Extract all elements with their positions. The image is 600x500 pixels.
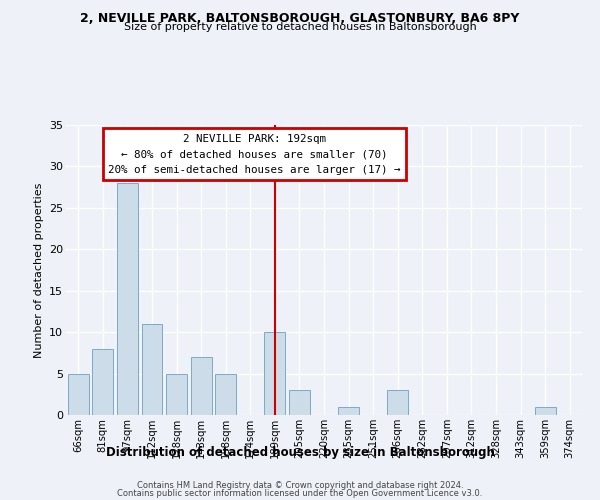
Bar [166, 374, 187, 415]
Bar [92, 348, 113, 415]
Text: Distribution of detached houses by size in Baltonsborough: Distribution of detached houses by size … [106, 446, 494, 459]
Bar [387, 390, 408, 415]
Bar [289, 390, 310, 415]
Text: Contains HM Land Registry data © Crown copyright and database right 2024.: Contains HM Land Registry data © Crown c… [137, 480, 463, 490]
Bar [535, 406, 556, 415]
Bar [265, 332, 286, 415]
Text: 2 NEVILLE PARK: 192sqm
← 80% of detached houses are smaller (70)
20% of semi-det: 2 NEVILLE PARK: 192sqm ← 80% of detached… [108, 134, 401, 175]
Text: Size of property relative to detached houses in Baltonsborough: Size of property relative to detached ho… [124, 22, 476, 32]
Bar [191, 357, 212, 415]
Bar [215, 374, 236, 415]
Text: 2, NEVILLE PARK, BALTONSBOROUGH, GLASTONBURY, BA6 8PY: 2, NEVILLE PARK, BALTONSBOROUGH, GLASTON… [80, 12, 520, 26]
Bar [117, 183, 138, 415]
Bar [338, 406, 359, 415]
Bar [142, 324, 163, 415]
Text: Contains public sector information licensed under the Open Government Licence v3: Contains public sector information licen… [118, 490, 482, 498]
Y-axis label: Number of detached properties: Number of detached properties [34, 182, 44, 358]
Bar [68, 374, 89, 415]
